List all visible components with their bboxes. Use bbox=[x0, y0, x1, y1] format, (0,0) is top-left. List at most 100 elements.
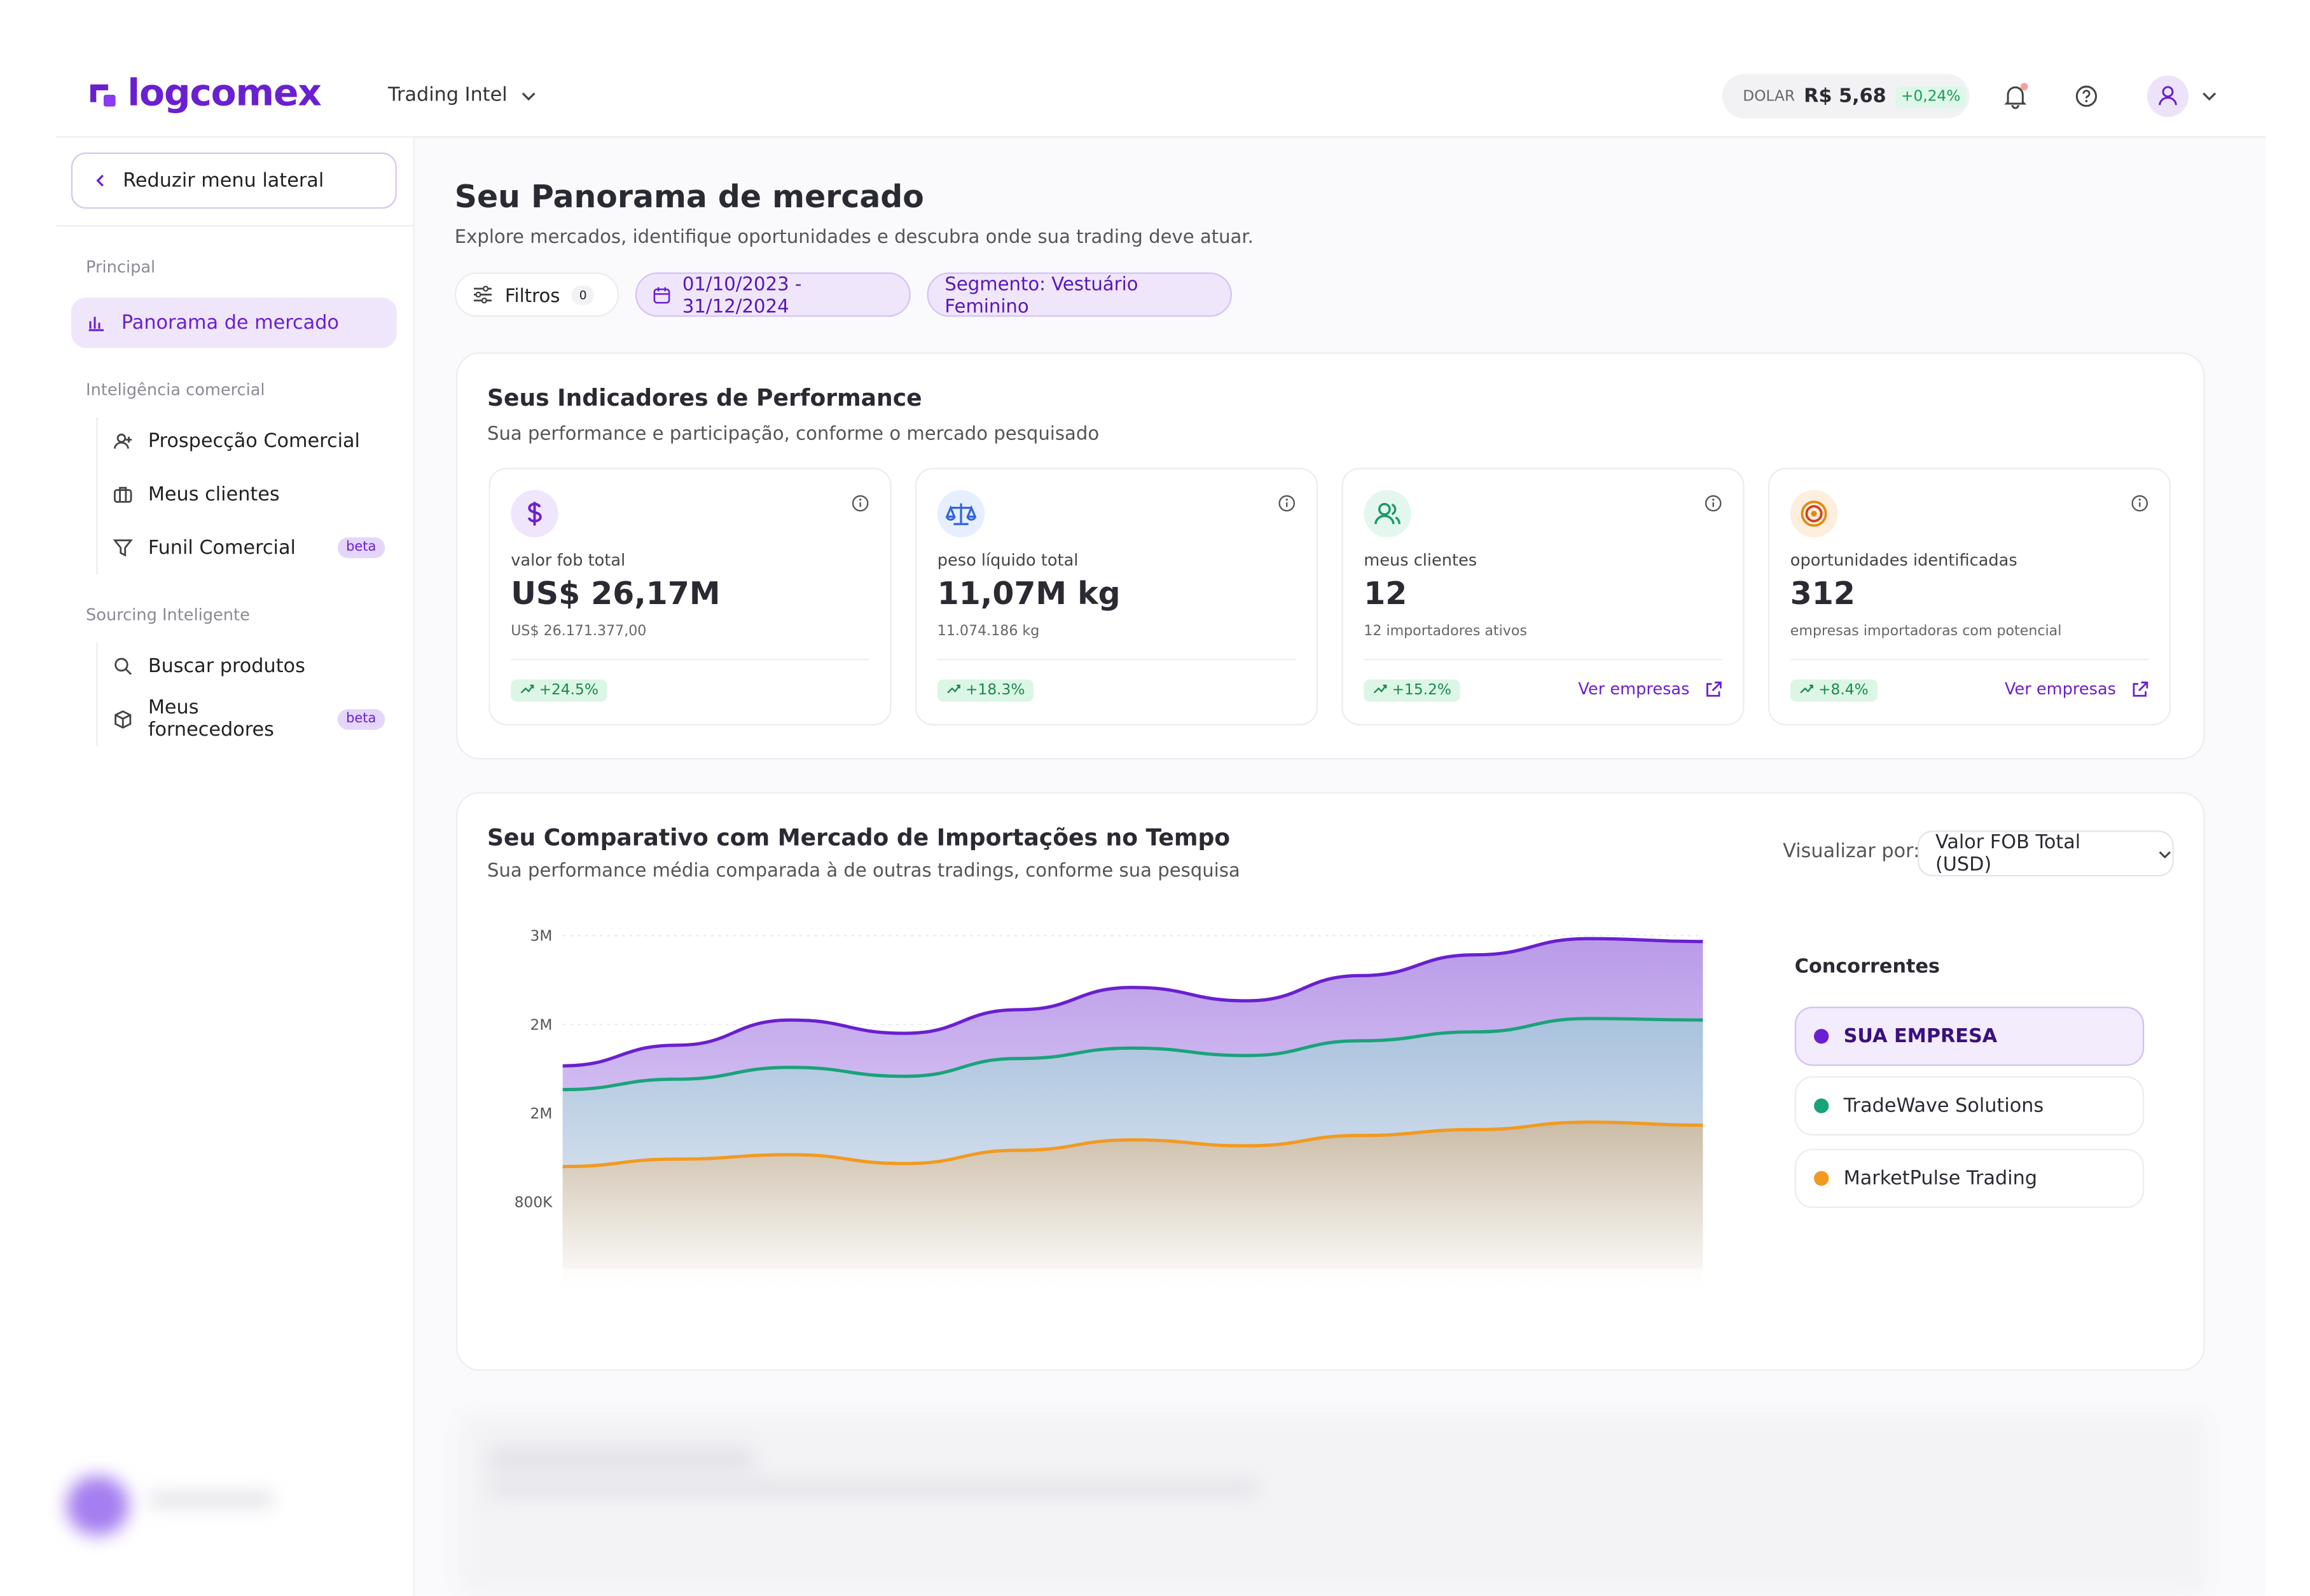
nav-item[interactable]: Prospecção Comercial bbox=[113, 416, 385, 466]
line bbox=[562, 937, 1703, 1068]
view-select[interactable]: Valor FOB Total (USD) bbox=[1918, 830, 2174, 877]
kpi-change: +18.3% bbox=[937, 679, 1034, 702]
date-range-label: 01/10/2023 - 31/12/2024 bbox=[682, 272, 802, 317]
nav-label: Funil Comercial bbox=[148, 536, 296, 559]
filter-icon bbox=[474, 285, 492, 304]
kpi-card: meus clientes 12 12 importadores ativos +15… bbox=[1341, 467, 1745, 726]
blurred-avatar bbox=[66, 1476, 129, 1536]
axis-fade bbox=[540, 1269, 1726, 1328]
blurred-text bbox=[148, 1492, 274, 1508]
blurred-panel bbox=[459, 1414, 2207, 1596]
legend-swatch bbox=[1814, 1171, 1829, 1186]
notifications[interactable] bbox=[2002, 83, 2029, 109]
kpi-value: 11,07M kg bbox=[937, 575, 1121, 612]
kpi-change-value: +15.2% bbox=[1392, 682, 1452, 699]
user-menu[interactable] bbox=[2147, 75, 2224, 117]
legend-item[interactable]: MarketPulse Trading bbox=[1794, 1148, 2145, 1208]
kpi-subtitle: Sua performance e participação, conforme… bbox=[487, 422, 1100, 444]
kpi-link-label: Ver empresas bbox=[2004, 679, 2117, 699]
collapse-sidebar[interactable]: Reduzir menu lateral bbox=[71, 152, 397, 209]
nav-item[interactable]: Funil Comercial beta bbox=[113, 523, 385, 573]
section-title: Inteligência comercial bbox=[86, 380, 265, 400]
nav-item[interactable]: Meus clientes bbox=[113, 469, 385, 519]
nav-item[interactable]: Buscar produtos bbox=[113, 641, 385, 691]
kpi-link[interactable]: Ver empresas bbox=[2005, 680, 2148, 699]
kpi-value: US$ 26,17M bbox=[511, 575, 721, 612]
workspace: Trading Intel bbox=[387, 84, 508, 107]
kpi-icon bbox=[937, 490, 985, 538]
kpi-link-label: Ver empresas bbox=[1578, 679, 1690, 699]
blurred-text bbox=[488, 1480, 1259, 1496]
kpi-divider bbox=[1364, 659, 1722, 661]
legend-item[interactable]: TradeWave Solutions bbox=[1794, 1076, 2145, 1136]
external-icon bbox=[1705, 680, 1722, 698]
badge: beta bbox=[337, 537, 385, 558]
sidebar-divider bbox=[413, 137, 415, 1596]
kpi-icon bbox=[511, 490, 558, 538]
view-label: Visualizar por: bbox=[1783, 841, 1920, 863]
kpi-label: oportunidades identificadas bbox=[1790, 551, 2017, 570]
logo[interactable]: logcomex bbox=[86, 71, 322, 114]
kpi-detail: 11.074.186 kg bbox=[937, 623, 1040, 640]
date-range[interactable]: 01/10/2023 - 31/12/2024 bbox=[635, 272, 911, 317]
currency-value: R$ 5,68 bbox=[1804, 85, 1886, 107]
info-icon[interactable] bbox=[2131, 490, 2148, 518]
segment-label: Segmento: Vestuário Feminino bbox=[944, 272, 1138, 317]
kpi-label: valor fob total bbox=[511, 551, 626, 570]
chart-subtitle: Sua performance média comparada à de out… bbox=[487, 858, 1240, 881]
info-icon[interactable] bbox=[1705, 490, 1722, 518]
kpi-link[interactable]: Ver empresas bbox=[1578, 680, 1722, 699]
kpi-detail: empresas importadoras com potencial bbox=[1790, 623, 2062, 640]
info-icon[interactable] bbox=[1278, 490, 1296, 518]
kpi-value: 12 bbox=[1364, 575, 1407, 612]
filters[interactable]: Filtros 0 bbox=[454, 272, 619, 317]
nav-icon bbox=[113, 656, 134, 677]
kpi-card: peso líquido total 11,07M kg 11.074.186 kg… bbox=[915, 467, 1318, 726]
chart-title: Seu Comparativo com Mercado de Importaçõ… bbox=[487, 824, 1231, 851]
kpi-detail: US$ 26.171.377,00 bbox=[511, 623, 647, 640]
filters-label: Filtros bbox=[504, 283, 560, 306]
y-tick-label: 800K bbox=[515, 1194, 553, 1211]
kpi-divider bbox=[1790, 659, 2149, 661]
kpi-label: peso líquido total bbox=[937, 551, 1079, 570]
kpi-icon bbox=[1364, 490, 1411, 538]
kpi-change: +15.2% bbox=[1364, 679, 1460, 702]
kpi-change: +24.5% bbox=[511, 679, 607, 702]
legend-swatch bbox=[1814, 1029, 1829, 1044]
nav-item[interactable]: Meus fornecedores beta bbox=[113, 694, 385, 745]
kpi-change-value: +8.4% bbox=[1818, 682, 1869, 699]
blurred-text bbox=[488, 1447, 756, 1472]
currency: DOLAR R$ 5,68 +0,24% bbox=[1722, 74, 1970, 119]
chevron bbox=[521, 92, 535, 100]
header-divider bbox=[56, 136, 2266, 138]
kpi-card: valor fob total US$ 26,17M US$ 26.171.377,… bbox=[488, 467, 892, 726]
kpi-value: 312 bbox=[1790, 575, 1855, 612]
kpi-card: oportunidades identificadas 312 empresas i… bbox=[1767, 467, 2171, 726]
y-tick-label: 2M bbox=[530, 1016, 553, 1033]
kpi-change-value: +18.3% bbox=[965, 682, 1025, 699]
help[interactable] bbox=[2075, 85, 2098, 108]
view-option: Valor FOB Total (USD) bbox=[1935, 831, 2081, 876]
segment[interactable]: Segmento: Vestuário Feminino bbox=[927, 272, 1233, 317]
legend-item[interactable]: SUA EMPRESA bbox=[1794, 1007, 2145, 1066]
info-icon[interactable] bbox=[852, 490, 869, 518]
line bbox=[562, 1017, 1703, 1092]
currency-change: +0,24% bbox=[1895, 85, 1967, 107]
page-subtitle: Explore mercados, identifique oportunida… bbox=[454, 224, 1254, 247]
nav-item[interactable]: Panorama de mercado bbox=[71, 297, 397, 348]
nav-label: Panorama de mercado bbox=[121, 312, 339, 334]
workspace-select[interactable]: Trading Intel bbox=[388, 85, 537, 107]
currency-label: DOLAR bbox=[1743, 88, 1795, 105]
legend-label: SUA EMPRESA bbox=[1843, 1025, 1998, 1048]
nav-icon bbox=[113, 484, 134, 505]
nav-icon bbox=[86, 312, 107, 333]
badge: beta bbox=[337, 709, 385, 730]
calendar-icon bbox=[653, 286, 670, 303]
section-title: Sourcing Inteligente bbox=[86, 605, 250, 625]
legend-label: MarketPulse Trading bbox=[1843, 1167, 2038, 1190]
nav-label: Meus fornecedores bbox=[148, 697, 274, 742]
kpi-title: Seus Indicadores de Performance bbox=[487, 385, 922, 412]
collapse-label: Reduzir menu lateral bbox=[123, 169, 324, 192]
legend-label: TradeWave Solutions bbox=[1843, 1094, 2044, 1117]
